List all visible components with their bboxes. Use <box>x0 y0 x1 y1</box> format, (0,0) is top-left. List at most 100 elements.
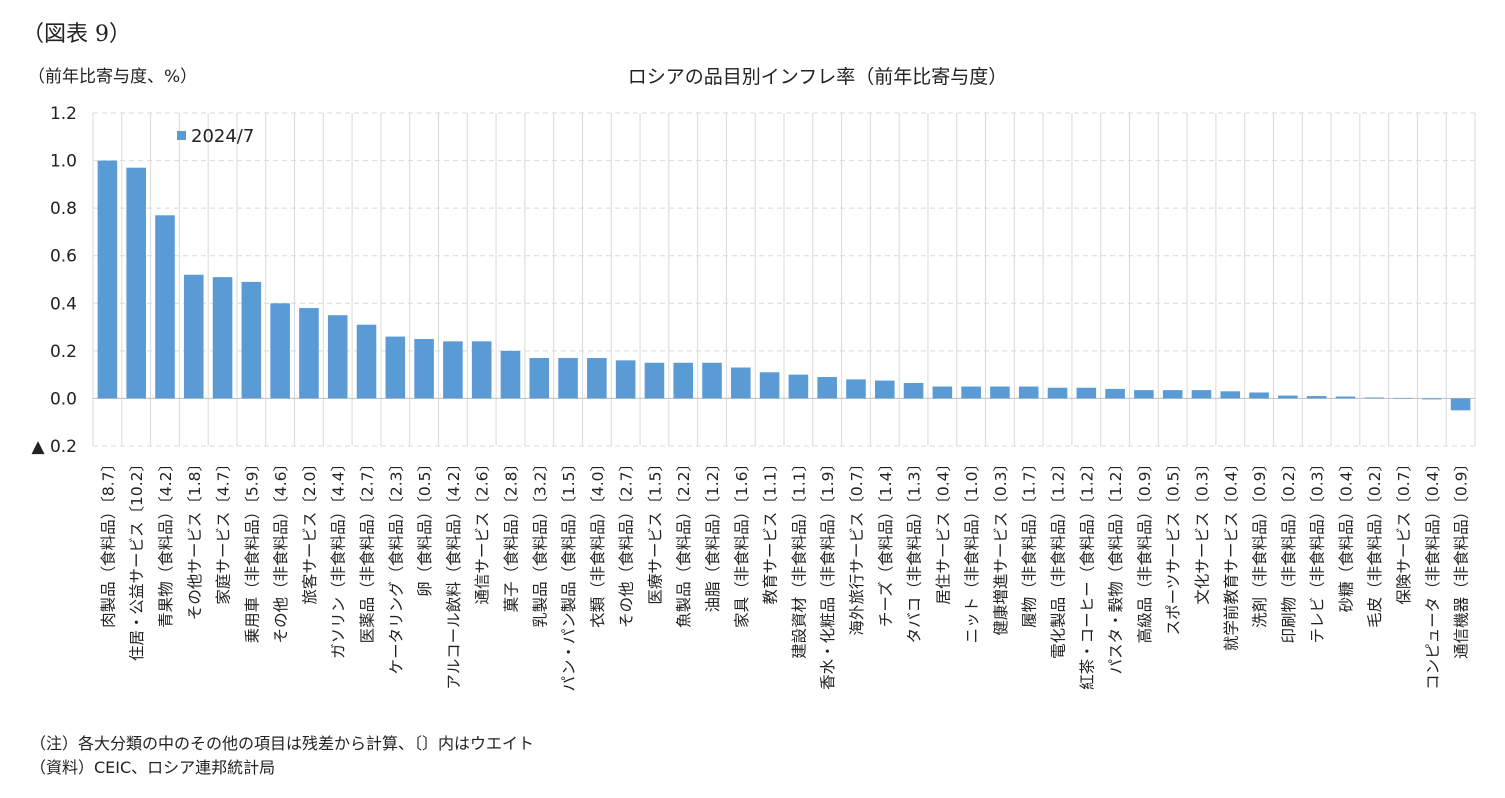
x-category-label: 毛皮（非食料品）〔0.2〕 <box>1366 456 1384 628</box>
x-category-label: 砂糖（食料品）〔0.4〕 <box>1337 456 1355 612</box>
bar <box>183 274 204 399</box>
bar <box>961 386 981 399</box>
x-category-label: スポーツサービス〔0.5〕 <box>1165 456 1183 635</box>
x-category-label: 医薬品（非食料品）〔2.7〕 <box>359 456 377 643</box>
bar <box>1306 396 1327 399</box>
bar <box>731 367 751 399</box>
x-category-label: その他（非食料品）〔4.6〕 <box>272 456 290 643</box>
x-category-label: パン・パン製品（食料品）〔1.5〕 <box>560 456 578 691</box>
x-category-label: 乳製品（食料品）〔3.2〕 <box>531 456 549 628</box>
bar <box>1191 390 1212 399</box>
x-category-label: 魚製品（食料品）〔2.2〕 <box>675 456 693 628</box>
x-category-label: 香水・化粧品（非食料品）〔1.9〕 <box>819 456 837 690</box>
bar <box>587 357 607 399</box>
x-category-label: 就学前教育サービス〔0.4〕 <box>1222 456 1240 651</box>
y-tick-label: 0.8 <box>50 199 77 219</box>
legend-label: 2024/7 <box>191 126 254 147</box>
bar <box>327 315 348 399</box>
bar <box>759 372 780 399</box>
notes: （注）各大分類の中のその他の項目は残差から計算、〔〕内はウエイト （資料）CEI… <box>30 732 534 780</box>
x-category-label: 紅茶・コーヒー（食料品）〔1.2〕 <box>1078 456 1096 690</box>
note-line: （注）各大分類の中のその他の項目は残差から計算、〔〕内はウエイト <box>30 734 535 753</box>
bar <box>1220 391 1241 399</box>
y-axis-ticks: 1.2 1.0 0.8 0.6 0.4 0.2 0.0 ▲ 0.2 <box>31 104 77 457</box>
gridlines <box>92 112 1476 447</box>
bar <box>1105 388 1125 399</box>
bar <box>126 167 146 399</box>
bar <box>500 350 521 399</box>
x-category-label: 旅客サービス〔2.0〕 <box>301 456 319 605</box>
x-category-label: パスタ・穀物（食料品）〔1.2〕 <box>1107 456 1125 674</box>
bar <box>1162 390 1183 399</box>
y-axis-unit-label: （前年比寄与度、%） <box>28 67 198 87</box>
x-category-label: 健康増進サービス〔0.3〕 <box>992 456 1010 636</box>
bar <box>385 336 406 399</box>
x-category-label: 医療サービス〔1.5〕 <box>646 456 664 605</box>
x-category-label: 乗用車（非食料品）〔5.9〕 <box>243 456 261 643</box>
x-category-label: 高級品（非食料品）〔0.9〕 <box>1136 456 1154 643</box>
bar <box>1278 395 1298 399</box>
bar <box>644 362 665 399</box>
bar <box>212 277 233 399</box>
bar <box>846 379 866 399</box>
source-line: （資料）CEIC、ロシア連邦統計局 <box>30 758 276 777</box>
bar <box>990 386 1010 399</box>
x-category-label: ニット（非食料品）〔1.0〕 <box>963 456 981 643</box>
x-category-label: ケータリング（食料品）〔2.3〕 <box>387 456 405 674</box>
legend: 2024/7 <box>177 126 254 147</box>
bar <box>1018 386 1039 399</box>
chart-title: ロシアの品目別インフレ率（前年比寄与度） <box>627 66 1008 88</box>
bar <box>241 281 262 399</box>
figure-label: （図表 9） <box>22 22 131 47</box>
bar <box>673 362 694 399</box>
bar <box>414 338 434 399</box>
y-tick-label: ▲ 0.2 <box>31 437 77 457</box>
x-category-label: 洗剤（非食料品）〔0.9〕 <box>1251 456 1269 628</box>
bar <box>270 303 290 399</box>
x-category-label: 印刷物（非食料品）〔0.2〕 <box>1280 456 1298 643</box>
x-category-label: その他（食料品）〔2.7〕 <box>618 456 636 628</box>
bar <box>558 357 578 399</box>
y-tick-label: 1.0 <box>50 152 77 172</box>
bar <box>817 377 837 399</box>
x-category-label: 履物（非食料品）〔1.7〕 <box>1021 456 1039 628</box>
bar <box>932 386 953 399</box>
x-category-label: 通信サービス〔2.6〕 <box>474 456 492 605</box>
bars <box>97 160 1471 411</box>
bar <box>299 308 319 399</box>
bar <box>1364 397 1385 399</box>
bar <box>788 374 809 399</box>
x-category-label: テレビ（非食料品）〔0.3〕 <box>1309 456 1327 643</box>
bar <box>443 341 463 399</box>
bar <box>1335 396 1356 399</box>
bar <box>1450 398 1471 411</box>
x-category-label: 卵（食料品）〔0.5〕 <box>416 456 434 597</box>
y-tick-label: 0.2 <box>50 342 77 362</box>
x-category-label: 油脂（食料品）〔1.2〕 <box>704 456 722 612</box>
bar <box>1393 397 1413 399</box>
bar <box>471 341 492 399</box>
x-category-label: 文化サービス〔0.3〕 <box>1193 456 1211 605</box>
x-category-label: 通信機器（非食料品）〔0.9〕 <box>1453 456 1471 659</box>
bar <box>702 362 722 399</box>
bar <box>1422 398 1442 400</box>
x-category-label: 家庭サービス〔4.7〕 <box>215 456 233 605</box>
x-category-label: 家具（非食料品）〔1.6〕 <box>733 456 751 628</box>
x-category-label: ガソリン（非食料品）〔4.4〕 <box>330 456 348 659</box>
x-category-label: 電化製品（非食料品）〔1.2〕 <box>1050 456 1068 659</box>
y-tick-label: 0.6 <box>50 247 77 267</box>
bar <box>1047 387 1068 399</box>
bar <box>1076 387 1097 399</box>
x-category-label: 住居・公益サービス〔10.2〕 <box>128 456 146 661</box>
bar-chart: 1.2 1.0 0.8 0.6 0.4 0.2 0.0 ▲ 0.2 肉製品（食料品）〔8.7〕… <box>31 104 1476 691</box>
bar <box>155 215 175 399</box>
x-category-label: 菓子（食料品）〔2.8〕 <box>502 456 520 612</box>
bar <box>1134 390 1154 399</box>
bar <box>615 360 636 399</box>
x-category-label: 青果物（食料品）〔4.2〕 <box>157 456 175 628</box>
bar <box>903 382 924 399</box>
bar <box>529 357 550 399</box>
bar <box>874 380 895 399</box>
legend-swatch <box>177 131 186 140</box>
x-category-label: タバコ（非食料品）〔1.3〕 <box>906 456 924 643</box>
